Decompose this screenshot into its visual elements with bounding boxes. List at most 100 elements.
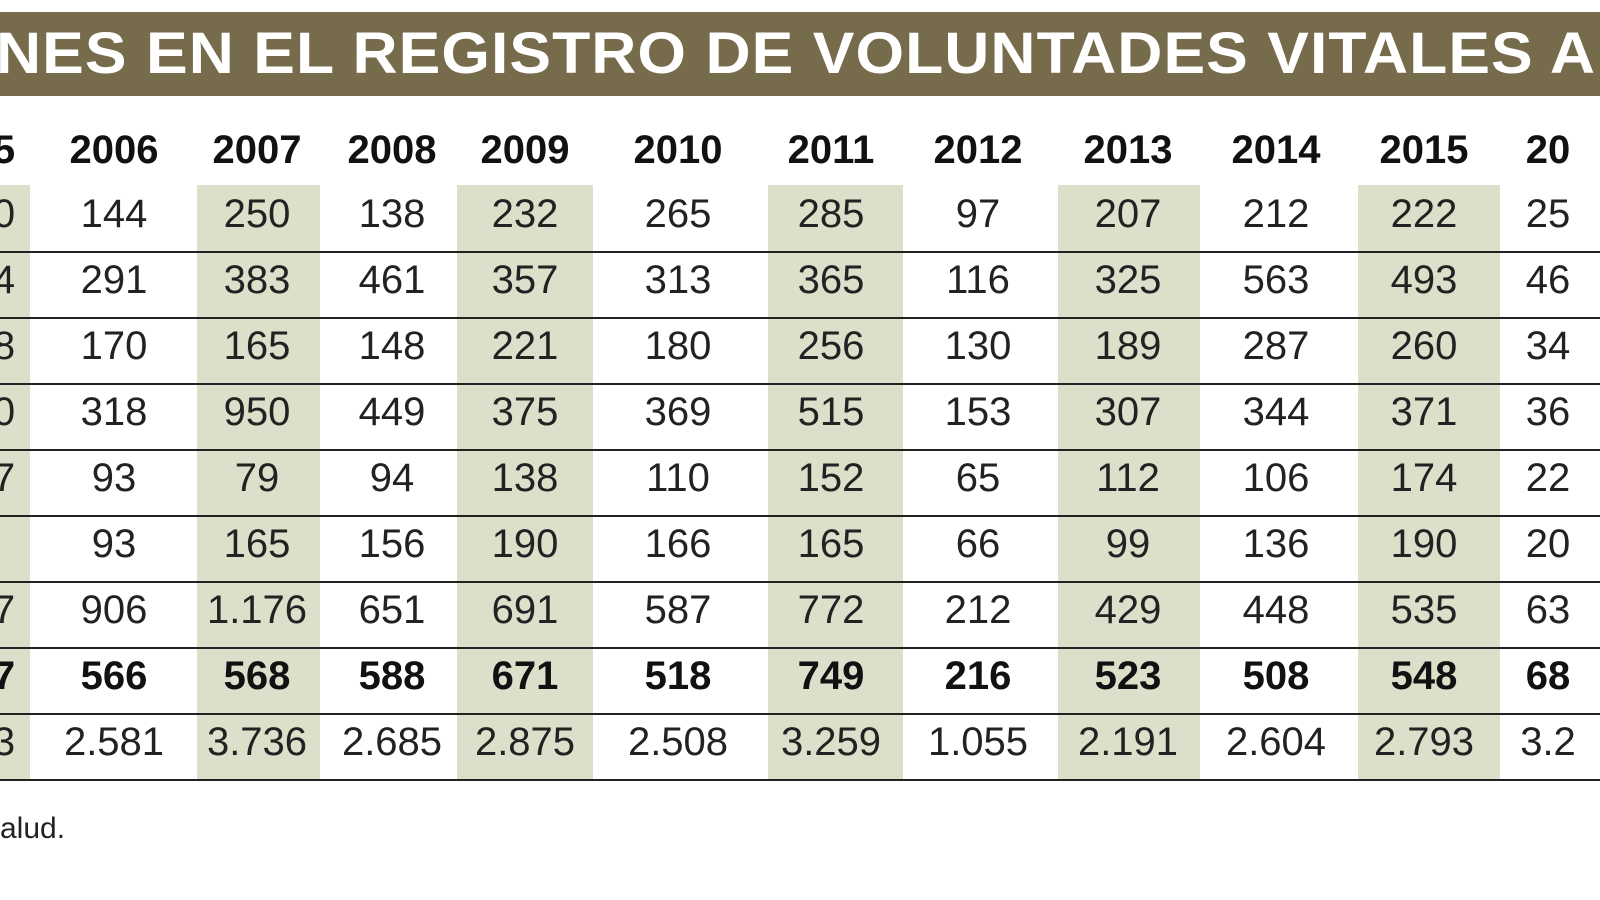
header-cell: 2013 [1083, 128, 1173, 172]
header-cell: 2012 [933, 128, 1023, 172]
table-cell: 369 [644, 390, 712, 434]
table-cell: 138 [491, 456, 559, 500]
table-cell: 449 [358, 390, 426, 434]
table-cell: 221 [491, 324, 559, 368]
table-cell: 256 [797, 324, 865, 368]
table-cell: 165 [797, 522, 865, 566]
column-shade [197, 185, 320, 781]
table-cell: 365 [797, 258, 865, 302]
table-cell: 3.736 [206, 720, 308, 764]
title: NES EN EL REGISTRO DE VOLUNTADES VITALES… [0, 21, 1597, 86]
table-cell: 950 [223, 390, 291, 434]
header-cell: 2010 [633, 128, 723, 172]
table-cell: 508 [1242, 654, 1310, 698]
table-cell: 548 [1390, 654, 1458, 698]
table-cell: 307 [1094, 390, 1162, 434]
table-cell: 207 [1094, 192, 1162, 236]
header-cell: 2009 [480, 128, 570, 172]
table-cell: 2.875 [474, 720, 576, 764]
table-cell: 563 [1242, 258, 1310, 302]
table-cell: 212 [1242, 192, 1310, 236]
table-cell: 344 [1242, 390, 1310, 434]
table-cell: 429 [1094, 588, 1162, 632]
header-cell: 2008 [347, 128, 437, 172]
column-shade [457, 185, 593, 781]
table-cell: 156 [358, 522, 426, 566]
table-cell: 165 [223, 324, 291, 368]
table-cell: 97 [955, 192, 1001, 236]
table-cell: 287 [1242, 324, 1310, 368]
table-cell: 212 [944, 588, 1012, 632]
table-cell: 1.176 [206, 588, 308, 632]
table-cell: 493 [1390, 258, 1458, 302]
table-cell: 25 [1525, 192, 1571, 236]
column-shade [768, 185, 903, 781]
row-divider [0, 317, 1600, 319]
row-divider [0, 779, 1600, 781]
table-cell: 2.508 [627, 720, 729, 764]
table-cell: 148 [358, 324, 426, 368]
table-cell: 587 [644, 588, 712, 632]
table-cell: 3 [0, 720, 16, 764]
table-cell: 375 [491, 390, 559, 434]
table-cell: 166 [644, 522, 712, 566]
table-cell: 232 [491, 192, 559, 236]
table-cell: 93 [91, 456, 137, 500]
header-cell: 5 [0, 128, 16, 172]
column-shade [1358, 185, 1500, 781]
table-cell: 371 [1390, 390, 1458, 434]
table-cell: 2.793 [1373, 720, 1475, 764]
column-shade [0, 185, 30, 781]
table-cell: 3.2 [1520, 720, 1576, 764]
row-divider [0, 581, 1600, 583]
table-cell: 7 [0, 456, 16, 500]
row-divider [0, 449, 1600, 451]
row-divider [0, 647, 1600, 649]
table-cell: 318 [80, 390, 148, 434]
table-cell: 222 [1390, 192, 1458, 236]
table-cell: 190 [1390, 522, 1458, 566]
table-cell: 260 [1390, 324, 1458, 368]
table-cell: 112 [1096, 456, 1160, 500]
table-cell: 250 [223, 192, 291, 236]
table-cell: 8 [0, 324, 16, 368]
table-cell: 291 [80, 258, 148, 302]
table-cell: 94 [369, 456, 415, 500]
table-cell: 93 [91, 522, 137, 566]
table-cell: 383 [223, 258, 291, 302]
table-cell: 65 [955, 456, 1001, 500]
table-cell: 0 [0, 390, 16, 434]
row-divider [0, 515, 1600, 517]
table-cell: 671 [491, 654, 559, 698]
table-cell: 518 [644, 654, 712, 698]
table-cell: 357 [491, 258, 559, 302]
table-cell: 22 [1525, 456, 1571, 500]
table-cell: 136 [1242, 522, 1310, 566]
table-cell: 461 [358, 258, 426, 302]
table-cell: 7 [0, 654, 16, 698]
table-cell: 63 [1525, 588, 1571, 632]
table-cell: 566 [80, 654, 148, 698]
table-cell: 170 [80, 324, 148, 368]
table-cell: 313 [644, 258, 712, 302]
table-cell: 265 [644, 192, 712, 236]
table-cell: 130 [944, 324, 1012, 368]
table-cell: 68 [1525, 654, 1571, 698]
table-cell: 180 [644, 324, 712, 368]
table-cell: 749 [797, 654, 865, 698]
header-cell: 2007 [212, 128, 302, 172]
table-cell: 2.604 [1225, 720, 1327, 764]
title-band [0, 12, 1600, 96]
header-cell: 2015 [1379, 128, 1469, 172]
table-cell: 523 [1094, 654, 1162, 698]
table-cell: 4 [0, 258, 16, 302]
header-cell: 2014 [1231, 128, 1321, 172]
table-cell: 691 [491, 588, 559, 632]
table-cell: 34 [1525, 324, 1571, 368]
table-cell: 99 [1105, 522, 1151, 566]
table-cell: 46 [1525, 258, 1571, 302]
table-cell: 2.191 [1077, 720, 1179, 764]
table-cell: 116 [946, 258, 1010, 302]
